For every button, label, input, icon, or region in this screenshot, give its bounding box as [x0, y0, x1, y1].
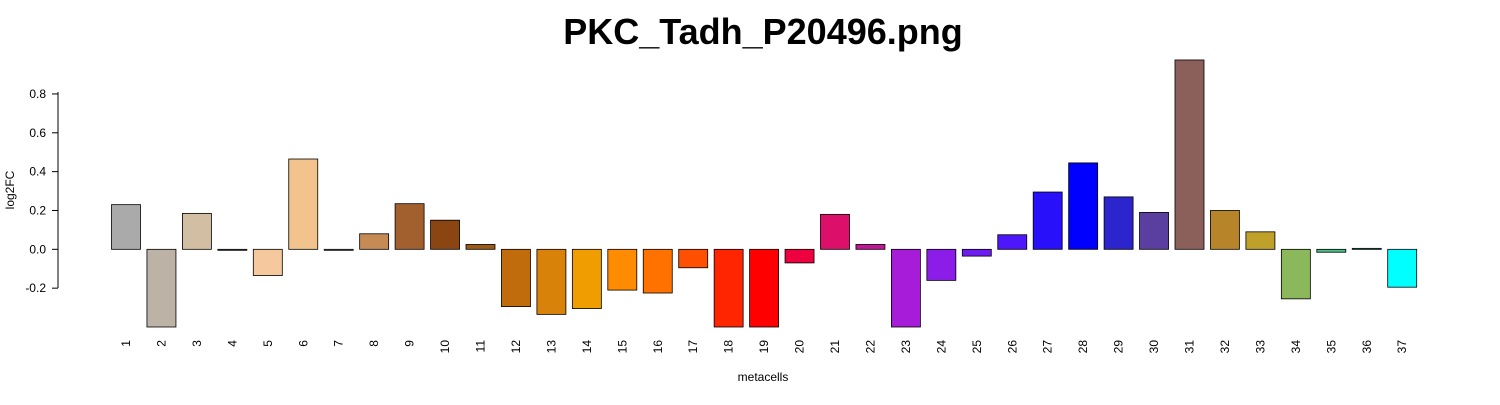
x-tick-label: 34: [1289, 340, 1303, 354]
y-tick-label: 0.0: [29, 242, 46, 256]
x-tick-label: 11: [474, 340, 488, 353]
x-tick-label: 19: [757, 340, 771, 354]
bar-metacell-21: [820, 213, 850, 250]
bar-metacell-32: [1210, 210, 1240, 250]
bar-metacell-26: [997, 234, 1028, 250]
x-tick-label: 24: [934, 340, 948, 354]
bar-metacell-4: [217, 248, 248, 251]
x-tick-labels: 1 2 3 4 5 6 7 8 9 10 11 12 13 14 15 16 17 18 19 20 21 22 23 24 2…: [119, 340, 1409, 354]
x-tick-label: 1: [119, 340, 133, 347]
x-tick-label: 35: [1324, 340, 1338, 354]
bar-metacell-25: [961, 248, 992, 257]
chart-title: PKC_Tadh_P20496.png: [563, 11, 962, 52]
x-tick-label: 8: [367, 340, 381, 347]
x-tick-label: 5: [261, 340, 275, 347]
bar-metacell-29: [1103, 196, 1134, 250]
bar-metacell-34: [1280, 248, 1311, 300]
x-tick-label: 26: [1005, 340, 1019, 354]
bar-metacell-18: [713, 248, 744, 328]
x-tick-label: 7: [332, 340, 346, 347]
x-tick-label: 37: [1395, 340, 1409, 354]
bar-metacell-17: [678, 248, 709, 269]
bar-metacell-22: [855, 244, 886, 250]
y-tick-label: 0.8: [29, 87, 46, 101]
bar-metacell-35: [1316, 248, 1347, 253]
x-tick-label: 3: [190, 340, 204, 347]
x-tick-label: 18: [722, 340, 736, 354]
bar-metacell-10: [430, 219, 460, 250]
x-tick-label: 25: [970, 340, 984, 354]
x-tick-label: 28: [1076, 340, 1090, 354]
x-tick-label: 13: [544, 340, 558, 354]
x-tick-label: 29: [1112, 340, 1126, 354]
x-tick-label: 22: [863, 340, 877, 354]
bar-metacell-13: [536, 248, 567, 315]
bar-metacell-36: [1351, 247, 1382, 250]
y-tick-label: 0.4: [29, 165, 46, 179]
x-tick-label: 10: [438, 340, 452, 354]
y-axis-label: log2FC: [3, 170, 17, 209]
x-tick-label: 23: [899, 340, 913, 354]
bar-metacell-5: [252, 248, 283, 276]
bar-metacell-16: [642, 248, 673, 294]
x-tick-label: 21: [828, 340, 842, 354]
y-ticks: -0.2 0.0 0.2 0.4 0.6 0.8: [25, 87, 58, 295]
bar-metacell-31: [1174, 59, 1205, 250]
bar-metacell-11: [465, 244, 496, 250]
x-tick-label: 27: [1041, 340, 1055, 354]
y-tick-label: 0.2: [29, 203, 46, 217]
bar-metacell-28: [1068, 162, 1099, 250]
bar-metacell-27: [1032, 191, 1063, 250]
x-tick-label: 30: [1147, 340, 1161, 354]
x-tick-label: 6: [296, 340, 310, 347]
bar-metacell-37: [1387, 248, 1418, 288]
bar-metacell-2: [146, 248, 177, 328]
x-axis-label: metacells: [738, 370, 789, 384]
x-tick-label: 31: [1183, 340, 1197, 354]
bar-metacell-9: [394, 203, 425, 250]
bar-metacell-23: [891, 248, 921, 328]
bar-metacell-3: [181, 212, 212, 250]
y-tick-label: 0.6: [29, 126, 46, 140]
x-tick-label: 32: [1218, 340, 1232, 354]
x-tick-label: 16: [651, 340, 665, 354]
x-tick-label: 20: [793, 340, 807, 354]
x-tick-label: 17: [686, 340, 700, 354]
bar-metacell-15: [607, 248, 638, 291]
x-tick-label: 4: [225, 340, 239, 347]
x-tick-label: 14: [580, 340, 594, 354]
x-tick-label: 9: [403, 340, 417, 347]
bar-metacell-30: [1139, 212, 1169, 250]
bar-metacell-33: [1245, 231, 1276, 250]
x-tick-label: 36: [1360, 340, 1374, 354]
bars: [111, 59, 1418, 328]
x-tick-label: 2: [154, 340, 168, 347]
bar-metacell-8: [359, 233, 390, 250]
bar-metacell-19: [749, 248, 779, 328]
bar-metacell-12: [501, 248, 531, 308]
bar-metacell-1: [111, 204, 141, 250]
bar-metacell-7: [323, 248, 354, 251]
bar-metacell-6: [288, 158, 319, 250]
bar-metacell-24: [926, 248, 957, 281]
y-tick-label: -0.2: [25, 281, 46, 295]
bar-metacell-20: [784, 248, 815, 264]
x-tick-label: 15: [615, 340, 629, 354]
x-tick-label: 12: [509, 340, 523, 354]
x-tick-label: 33: [1253, 340, 1267, 354]
bar-metacell-14: [571, 248, 602, 309]
